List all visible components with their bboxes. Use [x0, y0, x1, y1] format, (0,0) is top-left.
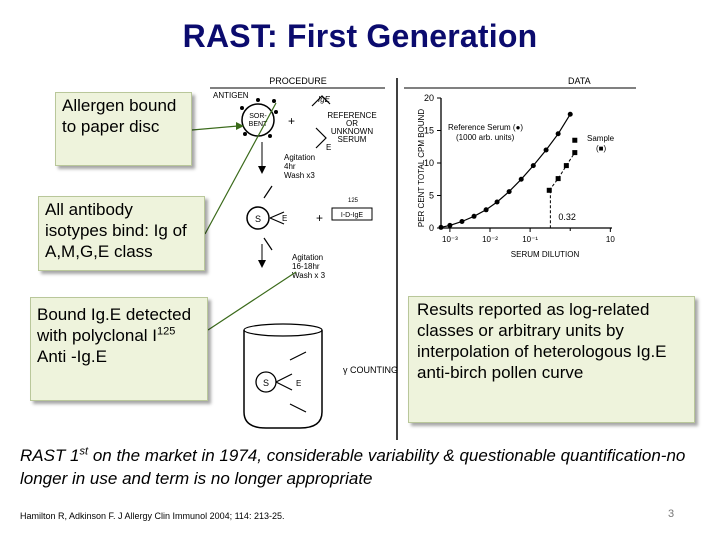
step1-line-3: Wash x3: [284, 171, 315, 180]
step-arrow-2-head: [258, 260, 266, 268]
sample-point: [572, 150, 578, 156]
y-tick-label: 10: [424, 158, 434, 168]
reference-point: [459, 219, 465, 224]
step2-line-1: Agitation: [292, 253, 323, 262]
e-label-2: E: [282, 214, 287, 223]
sorbent-line-1: SOR-: [249, 113, 267, 120]
footer-sup: st: [79, 445, 89, 458]
y-axis-label: PER CENT TOTAL CPM BOUND: [417, 109, 426, 227]
y-tick-label: 0: [429, 223, 434, 233]
connector-isotypes: [204, 102, 277, 235]
slide-title: RAST: First Generation: [182, 18, 538, 54]
reference-point: [438, 224, 444, 230]
connector-allergen-head: [236, 122, 244, 130]
reference-point: [518, 176, 524, 182]
y-tick-label: 5: [429, 191, 434, 201]
page-number: 3: [668, 508, 675, 520]
reference-line-4: SERUM: [338, 135, 367, 144]
step1-line-2: 4hr: [284, 162, 296, 171]
chart-legend: Reference Serum (●) (1000 arb. units) Sa…: [448, 123, 615, 153]
callout-results: Results reported as log-related classes …: [408, 296, 695, 423]
sorbent-disc-icon: SOR- BENT: [240, 98, 278, 138]
footer-note: RAST 1st on the market in 1974, consider…: [20, 444, 700, 490]
reference-point: [543, 147, 549, 153]
reference-point: [494, 199, 500, 205]
counting-tube-icon: S E: [243, 323, 323, 429]
reference-point: [483, 207, 489, 213]
e-label-1: E: [326, 143, 331, 152]
sample-point: [546, 187, 552, 193]
e-label-3: E: [296, 379, 301, 388]
reference-point: [506, 189, 512, 195]
reference-point: [555, 131, 561, 137]
step-arrow-1-head: [258, 166, 266, 174]
legend-reference-sub: (1000 arb. units): [456, 133, 515, 142]
reference-line-1: REFERENCE: [327, 111, 376, 120]
ige-text: IgE: [318, 95, 331, 104]
i125-label: 125: [348, 198, 359, 204]
reference-point: [471, 213, 477, 219]
labeled-anti-ige-icon: 125 I-D-IgE: [331, 198, 373, 221]
legend-sample-sub: (■): [596, 144, 606, 153]
chart-header: DATA: [404, 76, 636, 89]
bound-text-pre: Bound Ig.E detected with polyclonal I: [37, 305, 192, 345]
y-tick-label: 20: [424, 93, 434, 103]
antibody-e-icon: E: [315, 127, 331, 152]
citation: Hamilton R, Adkinson F. J Allergy Clin I…: [20, 511, 285, 521]
connector-bound: [207, 271, 297, 331]
callout-isotypes: All antibody isotypes bind: Ig of A,M,G,…: [38, 196, 205, 271]
plus-sign-2: +: [316, 211, 323, 225]
step2-line-2: 16-18hr: [292, 262, 320, 271]
sorbent-line-2: BENT: [249, 121, 268, 128]
reference-serum-label: REFERENCE OR UNKNOWN SERUM: [327, 111, 376, 144]
reference-point: [447, 222, 453, 228]
procedure-header: PROCEDURE: [210, 76, 398, 440]
plus-sign-1: +: [288, 114, 295, 128]
sample-curve: [548, 152, 576, 191]
reference-line-3: UNKNOWN: [331, 127, 373, 136]
x-tick-label: 10⁻³: [442, 235, 458, 244]
antigen-label: ANTIGEN: [213, 91, 249, 100]
ige-antibody-icon: IgE: [311, 95, 331, 107]
bound-text-post: Anti -Ig.E: [37, 347, 107, 366]
bound-text-sup: 125: [157, 325, 176, 338]
x-tick-label: 10: [606, 235, 615, 244]
s-label-1: S: [255, 214, 261, 224]
x-axis-label: SERUM DILUTION: [511, 250, 580, 259]
chart-header-text: DATA: [568, 76, 591, 86]
counting-label: γ COUNTING: [343, 365, 398, 375]
reference-line-2: OR: [346, 119, 358, 128]
callout-bound-ige: Bound Ig.E detected with polyclonal I125…: [30, 297, 208, 401]
reference-point: [530, 163, 536, 169]
interpolation-label: 0.32: [558, 212, 576, 222]
legend-sample: Sample: [587, 134, 615, 143]
procedure-header-text: PROCEDURE: [269, 76, 327, 86]
x-tick-label: 10⁻²: [482, 235, 498, 244]
legend-sample-marker: [572, 137, 578, 143]
footer-post: on the market in 1974, considerable vari…: [20, 446, 686, 488]
reference-point: [567, 111, 573, 117]
footer-pre: RAST 1: [20, 446, 80, 465]
step2-line-3: Wash x 3: [292, 271, 326, 280]
sample-point: [563, 163, 569, 169]
step1-line-1: Agitation: [284, 153, 315, 162]
anti-ige-label: I-D-IgE: [341, 212, 364, 219]
disc-with-ige-icon: S E: [246, 185, 287, 251]
x-tick-label: 10⁻¹: [522, 235, 538, 244]
y-tick-label: 15: [424, 126, 434, 136]
sample-point: [555, 176, 561, 182]
callout-allergen: Allergen bound to paper disc: [55, 92, 192, 166]
legend-reference: Reference Serum (●): [448, 123, 523, 132]
connector-allergen: [191, 125, 239, 131]
s-label-2: S: [263, 378, 269, 388]
